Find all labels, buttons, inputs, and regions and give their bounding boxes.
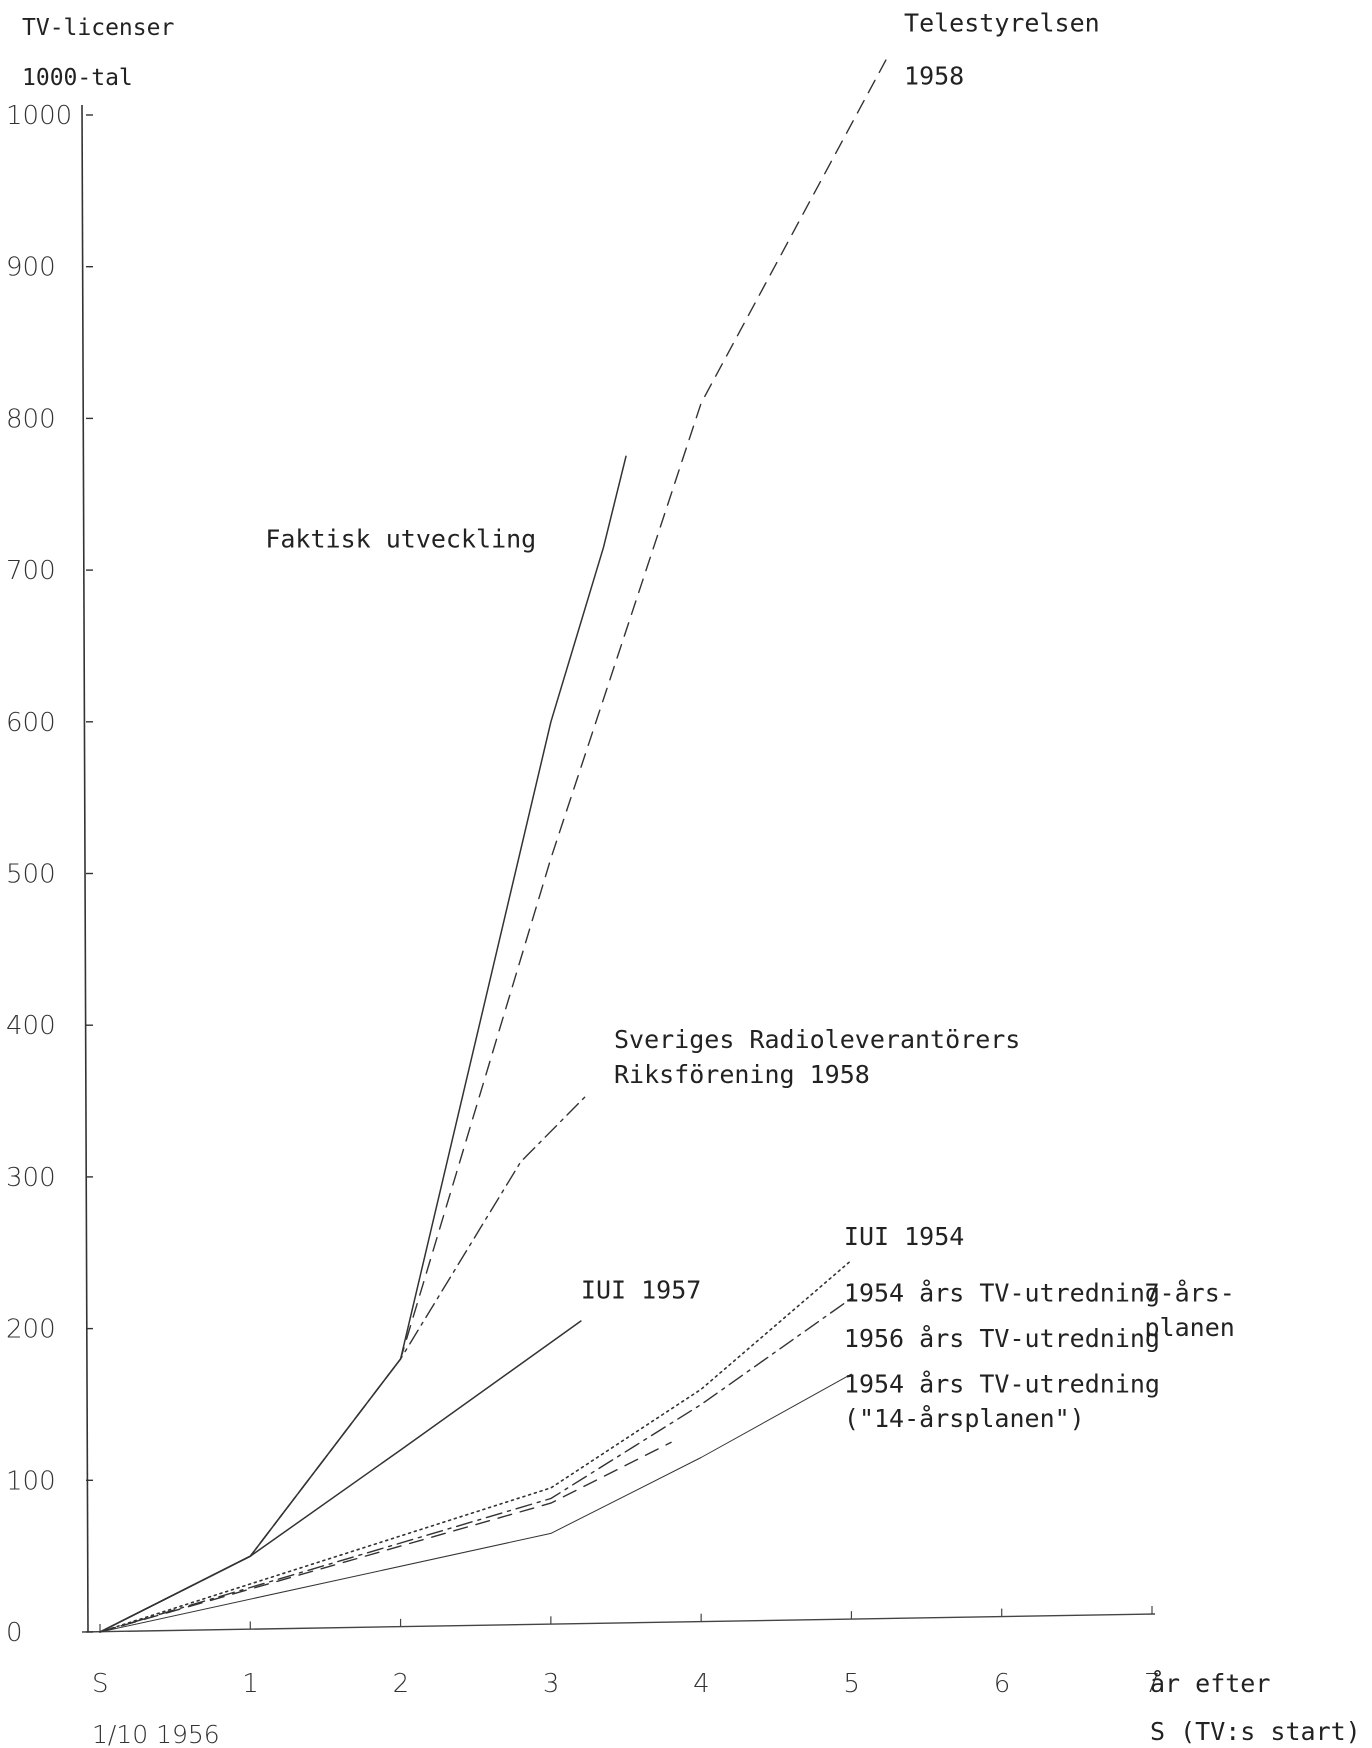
series-line [99, 1373, 852, 1633]
x-axis-label-right-line-2: S (TV:s start) [1150, 1717, 1361, 1746]
y-tick-label: 100 [6, 1466, 56, 1496]
series-line [99, 1320, 582, 1633]
y-tick-label: 200 [6, 1315, 56, 1345]
series-line [99, 1092, 590, 1633]
x-tick-label: S [92, 1669, 109, 1699]
series-line [99, 1441, 672, 1633]
x-axis-ticks: S 1 2 3 4 5 6 7 [92, 1606, 1161, 1699]
annotation-layer: Telestyrelsen 1958 Faktisk utveckling Sveri… [265, 9, 1234, 1434]
series-annotation: 1954 års TV-utredning [844, 1278, 1160, 1307]
series-annotation: 1956 års TV-utredning [844, 1324, 1160, 1353]
series-annotation: planen [1144, 1313, 1234, 1342]
series-annotation: Faktisk utveckling [265, 524, 536, 553]
series-annotation: Telestyrelsen [904, 9, 1100, 38]
y-tick-label: 1000 [6, 101, 72, 131]
x-tick-label: 1 [242, 1669, 259, 1699]
x-axis-label-right-line-1: år efter [1150, 1669, 1270, 1698]
y-tick-label: 800 [6, 404, 56, 434]
x-axis-line [81, 1613, 1156, 1633]
series-line [99, 455, 627, 1633]
axes [81, 104, 1156, 1633]
y-tick-label: 300 [6, 1163, 56, 1193]
y-tick-label: 600 [6, 708, 56, 738]
x-tick-label: 3 [543, 1669, 560, 1699]
y-axis-ticks: 0 100 200 300 400 500 600 700 800 900 1000 [6, 101, 93, 1648]
x-tick-label: 5 [843, 1669, 860, 1699]
series-annotation: Sveriges Radioleverantörers [614, 1025, 1020, 1054]
x-tick-label: 7 [1144, 1669, 1161, 1699]
y-axis-label-line-1: TV-licenser [22, 15, 174, 41]
x-tick-label: 4 [693, 1669, 710, 1699]
series-annotation: 1954 års TV-utredning [844, 1369, 1160, 1398]
series-annotation: 1958 [904, 62, 964, 91]
y-tick-label: 0 [6, 1618, 23, 1648]
series-annotation: IUI 1954 [844, 1222, 964, 1251]
series-annotation: Riksförening 1958 [614, 1060, 870, 1089]
y-tick-label: 900 [6, 253, 56, 283]
y-axis-line [81, 104, 89, 1633]
x-axis-start-date: 1/10 1956 [92, 1720, 220, 1748]
series-layer [99, 53, 890, 1633]
y-tick-label: 400 [6, 1011, 56, 1041]
y-tick-label: 700 [6, 556, 56, 586]
series-line [99, 53, 890, 1633]
series-annotation: 7-års- [1144, 1278, 1234, 1307]
x-tick-label: 2 [393, 1669, 410, 1699]
x-tick-label: 6 [994, 1669, 1011, 1699]
series-line [99, 1259, 853, 1633]
y-axis-label-line-2: 1000-tal [22, 65, 133, 91]
series-line [99, 1297, 853, 1633]
series-annotation: IUI 1957 [581, 1275, 701, 1304]
y-tick-label: 500 [6, 860, 56, 890]
series-annotation: ("14-årsplanen") [844, 1404, 1085, 1433]
